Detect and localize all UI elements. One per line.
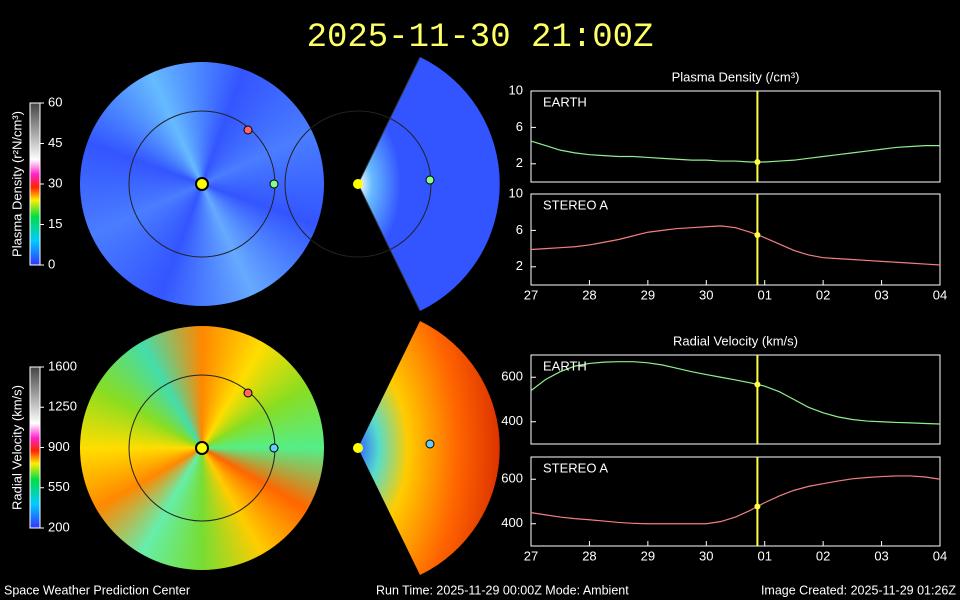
series-label: STEREO A [543, 460, 608, 475]
colorbar-label: Radial Velocity (km/s) [9, 385, 24, 510]
series-label: EARTH [543, 94, 587, 109]
y-tick-label: 400 [501, 515, 523, 530]
sun [353, 443, 363, 453]
sun [195, 441, 209, 455]
series-line [530, 225, 941, 266]
earth-marker [269, 179, 279, 189]
colorbar-tick-label: 1600 [48, 358, 77, 373]
colorbar-label: Plasma Density (r²N/cm³) [9, 111, 24, 257]
y-tick-label: 10 [509, 82, 523, 97]
series-label: STEREO A [543, 197, 608, 212]
y-tick-label: 400 [501, 413, 523, 428]
x-tick-label: 29 [641, 287, 655, 302]
footer-center: Run Time: 2025-11-29 00:00Z Mode: Ambien… [376, 583, 629, 597]
plot-frame [530, 456, 941, 547]
plot-frame [530, 90, 941, 183]
plot-frame [530, 193, 941, 286]
x-tick-label: 01 [757, 287, 771, 302]
x-tick-label: 03 [874, 287, 888, 302]
page-title: 2025-11-30 21:00Z [307, 19, 654, 57]
y-tick-label: 10 [509, 185, 523, 200]
stereo-a-marker [243, 388, 253, 398]
y-tick-label: 600 [501, 471, 523, 486]
y-tick-label: 2 [516, 258, 523, 273]
x-tick-label: 04 [933, 548, 947, 563]
colorbar-tick-label: 30 [48, 175, 62, 190]
colorbar-tick-label: 15 [48, 216, 62, 231]
colorbar-tick-label: 200 [48, 519, 70, 534]
sun [353, 179, 363, 189]
colorbar-tick-label: 45 [48, 135, 62, 150]
x-tick-label: 29 [641, 548, 655, 563]
colorbar-tick-label: 60 [48, 94, 62, 109]
x-tick-label: 28 [582, 548, 596, 563]
stereo-a-marker [243, 125, 253, 135]
time-marker-dot [754, 503, 761, 510]
earth-marker [425, 175, 435, 185]
series-line [530, 140, 940, 163]
colorbar-tick-label: 1250 [48, 399, 77, 414]
series-label: EARTH [543, 358, 587, 373]
colorbar-tick-label: 0 [48, 256, 55, 271]
x-tick-label: 02 [816, 287, 830, 302]
sun [195, 177, 209, 191]
x-tick-label: 02 [816, 548, 830, 563]
series-line [530, 361, 941, 425]
x-tick-label: 03 [874, 548, 888, 563]
x-tick-label: 30 [699, 287, 713, 302]
wedge-edge [357, 56, 421, 312]
earth-marker [269, 443, 279, 453]
footer-right: Image Created: 2025-11-29 01:26Z [761, 583, 956, 597]
panel-title: Radial Velocity (km/s) [673, 333, 798, 348]
panel-title: Plasma Density (/cm³) [672, 69, 800, 84]
earth-marker [425, 439, 435, 449]
plot-frame [530, 354, 941, 445]
time-marker-dot [754, 381, 761, 388]
y-tick-label: 600 [501, 369, 523, 384]
colorbar [29, 366, 41, 529]
series-line [530, 475, 941, 525]
x-tick-label: 30 [699, 548, 713, 563]
x-tick-label: 28 [582, 287, 596, 302]
colorbar-tick-label: 550 [48, 479, 70, 494]
y-tick-label: 2 [516, 155, 523, 170]
footer-left: Space Weather Prediction Center [4, 583, 190, 597]
colorbar [29, 102, 41, 266]
y-tick-label: 6 [516, 222, 523, 237]
x-tick-label: 27 [524, 287, 538, 302]
y-tick-label: 6 [516, 119, 523, 134]
colorbar-tick-label: 900 [48, 439, 70, 454]
time-marker-dot [754, 158, 761, 165]
time-marker-dot [754, 231, 761, 238]
x-tick-label: 01 [757, 548, 771, 563]
x-tick-label: 27 [524, 548, 538, 563]
x-tick-label: 04 [933, 287, 947, 302]
